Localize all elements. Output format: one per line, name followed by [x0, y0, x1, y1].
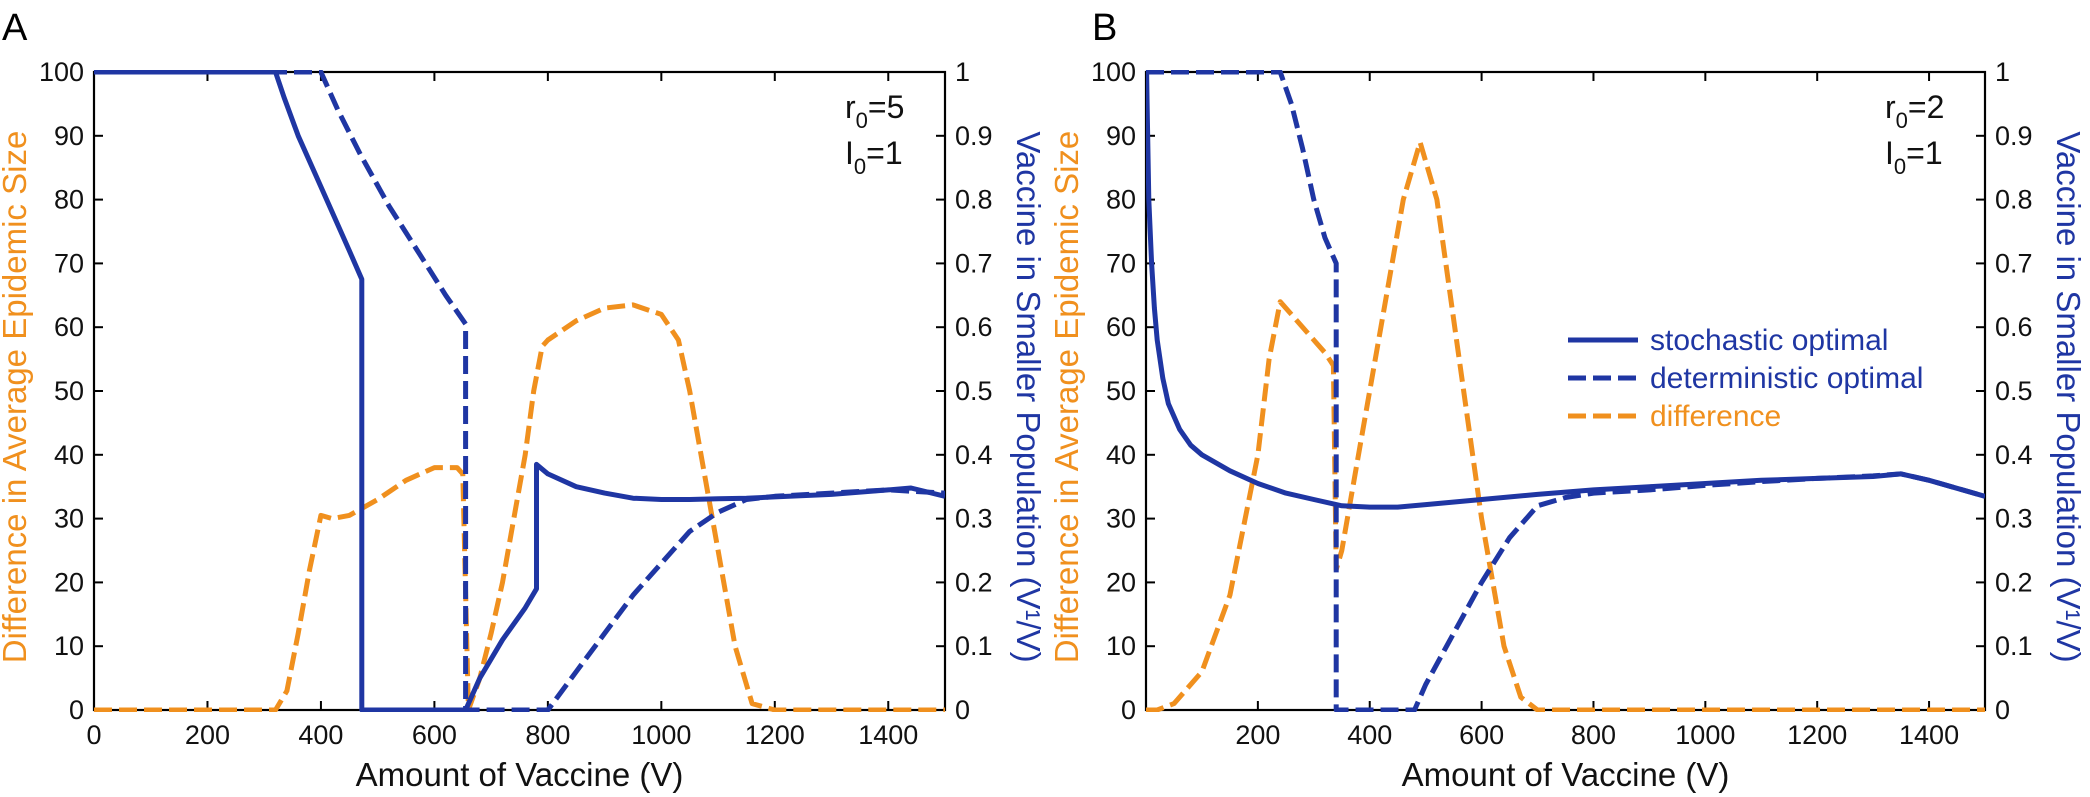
panel-letter: A	[2, 7, 28, 49]
y-left-tick-label: 0	[69, 695, 84, 725]
y-right-tick-label: 0.9	[1995, 121, 2033, 151]
y-right-tick-label: 0.1	[1995, 631, 2033, 661]
y-left-tick-label: 30	[1106, 504, 1136, 534]
y-left-axis-title: Difference in Average Epidemic Size	[0, 131, 33, 664]
series-stochastic-optimal	[94, 70, 945, 712]
y-right-tick-label: 0.7	[955, 248, 993, 278]
y-right-axis-title: Vaccine in Smaller Population (V¹/V)	[1010, 131, 1047, 662]
y-left-tick-label: 100	[1091, 57, 1136, 87]
y-right-tick-label: 0.2	[1995, 567, 2033, 597]
y-left-tick-label: 60	[1106, 312, 1136, 342]
legend-label-deterministic-optimal: deterministic optimal	[1650, 362, 1923, 395]
x-tick-label: 1000	[631, 720, 691, 750]
y-left-tick-label: 70	[1106, 248, 1136, 278]
series-difference	[1146, 139, 1985, 712]
y-right-tick-label: 0.8	[955, 185, 993, 215]
x-tick-label: 800	[1571, 720, 1616, 750]
x-tick-label: 600	[1459, 720, 1504, 750]
y-left-tick-label: 40	[1106, 440, 1136, 470]
y-left-tick-label: 70	[54, 248, 84, 278]
legend-label-stochastic-optimal: stochastic optimal	[1650, 324, 1888, 357]
y-right-tick-label: 1	[955, 57, 970, 87]
y-left-tick-label: 60	[54, 312, 84, 342]
y-left-tick-label: 80	[1106, 185, 1136, 215]
x-tick-label: 1200	[745, 720, 805, 750]
y-left-tick-label: 30	[54, 504, 84, 534]
x-tick-label: 400	[298, 720, 343, 750]
x-tick-label: 1200	[1787, 720, 1847, 750]
y-left-tick-label: 90	[1106, 121, 1136, 151]
y-right-tick-label: 0.6	[955, 312, 993, 342]
x-tick-label: 0	[86, 720, 101, 750]
y-right-tick-label: 0.3	[1995, 504, 2033, 534]
y-left-tick-label: 50	[54, 376, 84, 406]
y-left-tick-label: 40	[54, 440, 84, 470]
panel-letter: B	[1092, 7, 1117, 49]
x-tick-label: 800	[525, 720, 570, 750]
y-left-tick-label: 10	[54, 631, 84, 661]
y-right-tick-label: 0	[1995, 695, 2010, 725]
y-right-tick-label: 0.1	[955, 631, 993, 661]
y-left-tick-label: 90	[54, 121, 84, 151]
annotation-i0: I0=1	[1885, 135, 1943, 179]
x-tick-label: 200	[185, 720, 230, 750]
y-left-tick-label: 10	[1106, 631, 1136, 661]
x-tick-label: 1400	[1899, 720, 1959, 750]
y-right-tick-label: 0.4	[955, 440, 993, 470]
series-deterministic-optimal	[94, 70, 945, 712]
y-left-tick-label: 50	[1106, 376, 1136, 406]
annotation-i0: I0=1	[845, 135, 903, 179]
x-tick-label: 600	[412, 720, 457, 750]
x-tick-label: 200	[1235, 720, 1280, 750]
annotation-r0: r0=5	[845, 89, 904, 133]
x-axis-title: Amount of Vaccine (V)	[356, 756, 684, 793]
y-right-tick-label: 1	[1995, 57, 2010, 87]
x-tick-label: 1400	[858, 720, 918, 750]
x-tick-label: 1000	[1675, 720, 1735, 750]
y-right-tick-label: 0.7	[1995, 248, 2033, 278]
x-tick-label: 400	[1347, 720, 1392, 750]
legend: stochastic optimal deterministic optimal d…	[1568, 324, 1923, 433]
y-left-tick-label: 100	[39, 57, 84, 87]
annotation-r0: r0=2	[1885, 89, 1944, 133]
y-right-tick-label: 0.4	[1995, 440, 2033, 470]
y-left-tick-label: 0	[1121, 695, 1136, 725]
panel-a: A0 200 400 600 800 1000 1200 140001020304050607…	[0, 7, 1047, 793]
y-left-axis-title: Difference in Average Epidemic Size	[1048, 131, 1085, 664]
y-left-tick-label: 80	[54, 185, 84, 215]
y-right-tick-label: 0.5	[1995, 376, 2033, 406]
y-right-tick-label: 0.3	[955, 504, 993, 534]
series-difference	[94, 302, 945, 712]
y-right-tick-label: 0	[955, 695, 970, 725]
series-stochastic-optimal	[1146, 71, 1985, 510]
y-right-tick-label: 0.9	[955, 121, 993, 151]
y-right-axis-title: Vaccine in Smaller Population (V¹/V)	[2050, 131, 2087, 662]
legend-label-difference: difference	[1650, 400, 1781, 433]
y-left-tick-label: 20	[1106, 567, 1136, 597]
y-right-tick-label: 0.8	[1995, 185, 2033, 215]
y-right-tick-label: 0.5	[955, 376, 993, 406]
x-axis-title: Amount of Vaccine (V)	[1402, 756, 1730, 793]
y-right-tick-label: 0.6	[1995, 312, 2033, 342]
y-right-tick-label: 0.2	[955, 567, 993, 597]
y-left-tick-label: 20	[54, 567, 84, 597]
